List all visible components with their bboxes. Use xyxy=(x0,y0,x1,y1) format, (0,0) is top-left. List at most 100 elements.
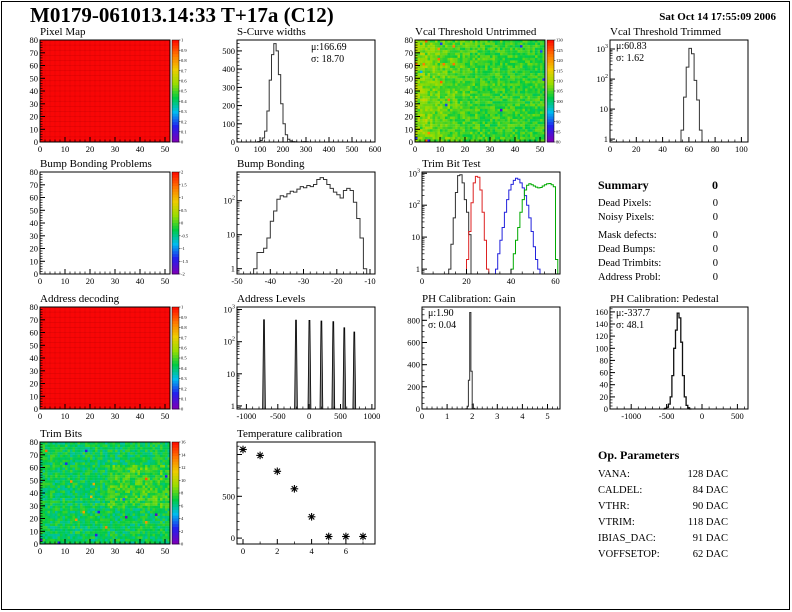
stats-box-ph-gain: μ:1.90 σ: 0.04 xyxy=(428,308,456,332)
svg-text:70: 70 xyxy=(30,180,39,190)
svg-text:200: 200 xyxy=(222,101,235,111)
plot-title-ph-gain: PH Calibration: Gain xyxy=(422,293,516,305)
op-value: 118 DAC xyxy=(687,517,728,528)
svg-text:5: 5 xyxy=(545,411,549,421)
svg-text:105: 105 xyxy=(556,89,564,94)
svg-text:40: 40 xyxy=(658,144,667,154)
plot-title-s-curve-widths: S-Curve widths xyxy=(237,26,306,38)
svg-text:-500: -500 xyxy=(270,411,286,421)
svg-text:30: 30 xyxy=(30,231,39,241)
svg-text:500: 500 xyxy=(731,411,744,421)
svg-text:160: 160 xyxy=(595,307,608,317)
svg-text:600: 600 xyxy=(407,338,420,348)
plot-s-curve-widths: S-Curve widths 0 100 200 300 400 500 600 0 100 20… xyxy=(211,26,403,166)
svg-text:20: 20 xyxy=(86,411,95,421)
svg-text:95: 95 xyxy=(556,109,561,114)
summary-heading-value: 0 xyxy=(712,178,718,192)
svg-text:-500: -500 xyxy=(659,411,675,421)
plot-title-trim-bit-test: Trim Bit Test xyxy=(422,158,481,170)
stats-mu: μ:166.69 xyxy=(311,42,347,53)
svg-text:1: 1 xyxy=(231,401,235,411)
ph-pedestal-canvas: -1000 -500 0 500 0 20 40 60 80 100 120 140 160 xyxy=(595,306,749,421)
svg-text:800: 800 xyxy=(407,315,420,325)
summary-value: 0 xyxy=(712,230,718,241)
svg-text:80: 80 xyxy=(556,140,561,145)
svg-text:103: 103 xyxy=(597,44,609,54)
svg-text:400: 400 xyxy=(407,360,420,370)
op-parameter-row: VTRIM: 118 DAC xyxy=(598,515,728,531)
plot-ph-calibration-gain: PH Calibration: Gain 0 1 2 3 4 5 0 200 400 600 800… xyxy=(396,293,588,433)
svg-text:0.5: 0.5 xyxy=(181,356,187,361)
svg-text:60: 60 xyxy=(30,328,39,338)
bump-bonding-canvas: -50 -40 -30 -20 -10 1 10 102 xyxy=(224,171,376,286)
svg-text:0.6: 0.6 xyxy=(181,346,187,351)
plot-title-temperature-calibration: Temperature calibration xyxy=(237,428,343,440)
stats-mu: μ:60.83 xyxy=(616,41,647,52)
svg-text:200: 200 xyxy=(277,144,290,154)
s-curve-widths-canvas: 0 100 200 300 400 500 600 0 100 200 300 400 500 xyxy=(222,39,381,154)
svg-text:40: 40 xyxy=(136,411,145,421)
plot-address-levels: Address Levels -1000 -500 0 500 1000 1 10 102 10… xyxy=(211,293,403,433)
svg-text:0.2: 0.2 xyxy=(181,119,187,124)
op-label: VOFFSETOP: xyxy=(598,549,660,560)
plot-title-address-levels: Address Levels xyxy=(237,293,306,305)
svg-text:0: 0 xyxy=(181,221,184,226)
svg-text:0: 0 xyxy=(34,404,38,414)
svg-text:0: 0 xyxy=(416,404,420,414)
summary-label: Dead Trimbits: xyxy=(598,258,662,269)
svg-text:0: 0 xyxy=(235,144,239,154)
summary-label: Dead Pixels: xyxy=(598,198,652,209)
op-label: IBIAS_DAC: xyxy=(598,533,656,544)
svg-text:1.5: 1.5 xyxy=(181,182,187,187)
svg-text:500: 500 xyxy=(222,46,235,56)
timestamp: Sat Oct 14 17:55:09 2006 xyxy=(659,11,776,23)
svg-text:0.2: 0.2 xyxy=(181,386,187,391)
summary-row: Dead Pixels: 0 xyxy=(598,197,718,211)
svg-text:20: 20 xyxy=(632,144,641,154)
svg-text:10: 10 xyxy=(227,230,236,240)
op-value: 84 DAC xyxy=(692,485,728,496)
svg-text:-20: -20 xyxy=(331,276,342,286)
svg-text:20: 20 xyxy=(30,244,39,254)
summary-row: Noisy Pixels: 0 xyxy=(598,211,718,225)
svg-text:4: 4 xyxy=(520,411,525,421)
plot-title-vcal-untrimmed: Vcal Threshold Untrimmed xyxy=(415,26,537,38)
svg-text:60: 60 xyxy=(551,276,560,286)
svg-text:20: 20 xyxy=(461,144,470,154)
svg-text:90: 90 xyxy=(556,119,561,124)
svg-text:-50: -50 xyxy=(231,276,242,286)
svg-text:0.8: 0.8 xyxy=(181,58,187,63)
svg-text:100: 100 xyxy=(556,99,564,104)
svg-text:80: 80 xyxy=(30,35,39,45)
svg-text:-1000: -1000 xyxy=(621,411,641,421)
svg-text:60: 60 xyxy=(30,193,39,203)
svg-text:10: 10 xyxy=(436,144,445,154)
svg-text:0.3: 0.3 xyxy=(181,109,187,114)
summary-value: 0 xyxy=(712,244,718,255)
svg-text:50: 50 xyxy=(161,276,170,286)
op-parameter-row: IBIAS_DAC: 91 DAC xyxy=(598,531,728,547)
svg-text:500: 500 xyxy=(346,144,359,154)
svg-text:20: 20 xyxy=(30,112,39,122)
svg-text:20: 20 xyxy=(600,392,609,402)
svg-text:10: 10 xyxy=(30,256,39,266)
svg-text:0.1: 0.1 xyxy=(181,397,187,402)
stats-box-ph-pedestal: μ:-337.7 σ: 48.1 xyxy=(616,308,650,332)
svg-text:1: 1 xyxy=(231,264,235,274)
svg-text:30: 30 xyxy=(486,144,495,154)
summary-row: Dead Trimbits: 0 xyxy=(598,257,718,271)
stats-sigma: σ: 18.70 xyxy=(311,54,345,65)
svg-text:300: 300 xyxy=(222,82,235,92)
stats-box-s-curve: μ:166.69 σ: 18.70 xyxy=(311,42,347,66)
svg-text:-1: -1 xyxy=(181,246,185,251)
summary-panel: Summary 0 Dead Pixels: 0 Noisy Pixels: 0 M… xyxy=(598,178,718,285)
svg-text:102: 102 xyxy=(224,196,236,206)
svg-text:50: 50 xyxy=(30,340,39,350)
svg-text:1: 1 xyxy=(416,264,420,274)
svg-text:30: 30 xyxy=(30,366,39,376)
svg-text:100: 100 xyxy=(222,119,235,129)
pixel-map-canvas: 10.90.80.70.60.50.40.30.20.100 10 20 30 40 50… xyxy=(30,35,188,154)
svg-text:60: 60 xyxy=(405,61,414,71)
address-decoding-canvas: 10.90.80.70.60.50.40.30.20.100 10 20 30 40 50… xyxy=(30,302,188,421)
